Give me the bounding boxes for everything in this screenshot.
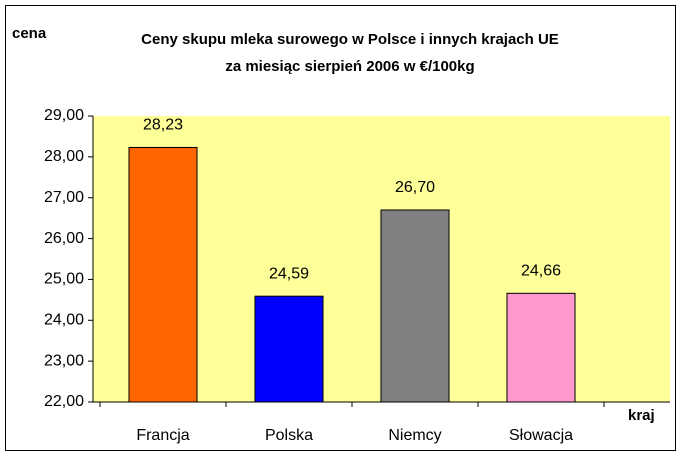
data-label: 24,59 bbox=[269, 265, 309, 282]
bar bbox=[254, 295, 324, 403]
x-tick-label: Słowacja bbox=[509, 427, 573, 444]
data-label: 26,70 bbox=[395, 179, 435, 196]
y-tick-label: 29,00 bbox=[44, 107, 84, 124]
x-tick-label: Francja bbox=[136, 427, 189, 444]
x-axis-label: kraj bbox=[628, 407, 655, 424]
chart-title: Ceny skupu mleka surowego w Polsce i inn… bbox=[141, 31, 559, 48]
data-label: 28,23 bbox=[143, 117, 183, 134]
bar bbox=[380, 209, 450, 403]
chart-subtitle: za miesiąc sierpień 2006 w €/100kg bbox=[225, 58, 474, 75]
y-tick-label: 28,00 bbox=[44, 148, 84, 165]
y-tick-label: 24,00 bbox=[44, 312, 84, 329]
y-tick-label: 26,00 bbox=[44, 230, 84, 247]
x-tick-label: Polska bbox=[265, 427, 313, 444]
y-tick-label: 23,00 bbox=[44, 352, 84, 369]
y-axis-label: cena bbox=[12, 25, 47, 42]
bar bbox=[506, 292, 576, 403]
y-tick-label: 22,00 bbox=[44, 393, 84, 410]
bar bbox=[128, 146, 198, 403]
data-label: 24,66 bbox=[521, 263, 561, 280]
y-tick-label: 27,00 bbox=[44, 189, 84, 206]
y-tick-label: 25,00 bbox=[44, 271, 84, 288]
x-tick-label: Niemcy bbox=[388, 427, 441, 444]
